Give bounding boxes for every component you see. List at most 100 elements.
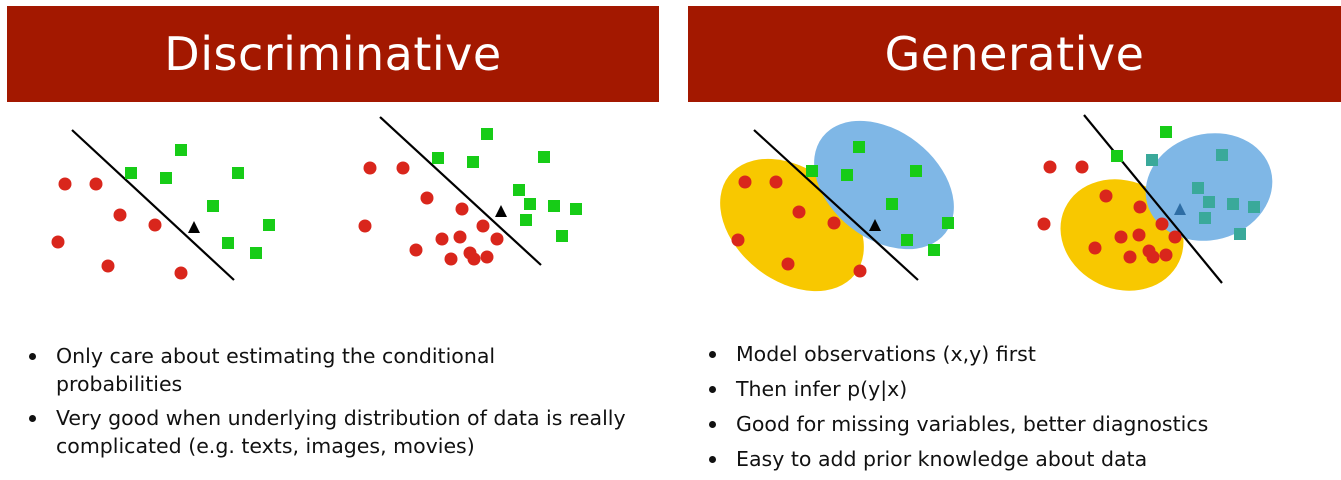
green-point: [1111, 150, 1123, 162]
green-point: [570, 203, 582, 215]
red-point: [1168, 230, 1182, 244]
red-point: [1132, 228, 1146, 242]
green-point: [263, 219, 275, 231]
red-point: [1146, 250, 1160, 264]
red-point: [490, 232, 504, 246]
green-point: [207, 200, 219, 212]
decision-boundary: [71, 129, 235, 281]
red-point: [1155, 217, 1169, 231]
red-point: [113, 208, 127, 222]
red-point: [409, 243, 423, 257]
red-point: [453, 230, 467, 244]
red-point: [444, 252, 458, 266]
green-point: [520, 214, 532, 226]
red-point: [420, 191, 434, 205]
green-point: [910, 165, 922, 177]
green-point: [942, 217, 954, 229]
green-point: [467, 156, 479, 168]
generative-diagrams: [720, 114, 1273, 292]
red-point: [792, 205, 806, 219]
green-point: [556, 230, 568, 242]
bullet-item: Very good when underlying distribution o…: [26, 404, 626, 460]
green-point: [1216, 149, 1228, 161]
green-point: [432, 152, 444, 164]
green-point: [928, 244, 940, 256]
green-point: [886, 198, 898, 210]
green-point: [1146, 154, 1158, 166]
green-point: [160, 172, 172, 184]
discriminative-scatter-2: [358, 116, 582, 266]
bullet-item: Good for missing variables, better diagn…: [706, 410, 1326, 438]
red-point: [769, 175, 783, 189]
red-point: [1075, 160, 1089, 174]
green-point: [125, 167, 137, 179]
generative-title: Generative: [688, 6, 1341, 102]
bullet-item: Easy to add prior knowledge about data: [706, 445, 1326, 473]
green-point: [222, 237, 234, 249]
red-point: [1123, 250, 1137, 264]
red-point: [363, 161, 377, 175]
query-triangle: [495, 205, 507, 217]
red-point: [455, 202, 469, 216]
query-triangle: [869, 219, 881, 231]
red-point: [1114, 230, 1128, 244]
red-point: [1159, 248, 1173, 262]
query-triangle: [1174, 203, 1186, 215]
red-point: [476, 219, 490, 233]
red-point: [89, 177, 103, 191]
green-point: [1248, 201, 1260, 213]
red-point: [827, 216, 841, 230]
red-point: [738, 175, 752, 189]
green-point: [1227, 198, 1239, 210]
query-triangle: [188, 221, 200, 233]
green-point: [232, 167, 244, 179]
red-point: [396, 161, 410, 175]
red-point: [781, 257, 795, 271]
red-point: [467, 252, 481, 266]
green-point: [1160, 126, 1172, 138]
green-point: [841, 169, 853, 181]
green-point: [524, 198, 536, 210]
green-point: [481, 128, 493, 140]
green-point: [548, 200, 560, 212]
green-point: [538, 151, 550, 163]
green-point: [175, 144, 187, 156]
generative-scatter-2: [1037, 114, 1273, 291]
green-point: [1203, 196, 1215, 208]
red-point: [853, 264, 867, 278]
discriminative-scatter-1: [51, 129, 275, 281]
discriminative-diagrams: [51, 116, 582, 281]
decision-boundary: [753, 129, 919, 281]
discriminative-bullets: Only care about estimating the condition…: [26, 342, 626, 466]
red-point: [435, 232, 449, 246]
green-point: [806, 165, 818, 177]
bullet-item: Then infer p(y|x): [706, 375, 1326, 403]
red-point: [148, 218, 162, 232]
red-point: [1043, 160, 1057, 174]
red-point: [1088, 241, 1102, 255]
generative-panel: Generative: [684, 0, 1341, 480]
red-point: [731, 233, 745, 247]
red-point: [58, 177, 72, 191]
generative-scatter-1: [720, 120, 954, 292]
decision-boundary: [379, 116, 542, 266]
bullet-item: Only care about estimating the condition…: [26, 342, 626, 398]
green-point: [853, 141, 865, 153]
green-point: [250, 247, 262, 259]
green-point: [901, 234, 913, 246]
green-point: [1234, 228, 1246, 240]
decision-boundary: [1083, 114, 1223, 284]
red-point: [174, 266, 188, 280]
generative-bullets: Model observations (x,y) first Then infe…: [706, 340, 1326, 480]
red-point: [358, 219, 372, 233]
red-point: [51, 235, 65, 249]
red-point: [1037, 217, 1051, 231]
green-point: [1192, 182, 1204, 194]
discriminative-title: Discriminative: [7, 6, 659, 102]
red-point: [480, 250, 494, 264]
green-point: [1199, 212, 1211, 224]
green-point: [513, 184, 525, 196]
bullet-item: Model observations (x,y) first: [706, 340, 1326, 368]
red-point: [101, 259, 115, 273]
red-point: [1099, 189, 1113, 203]
